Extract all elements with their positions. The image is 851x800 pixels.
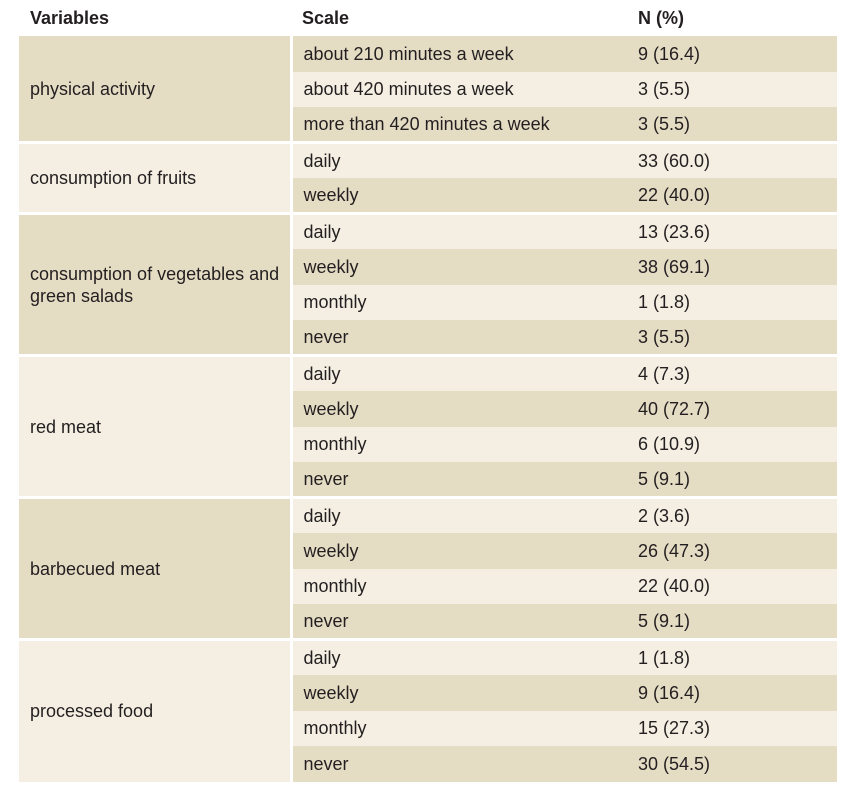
table-row: weekly 9 (16.4) [19, 675, 837, 711]
variable-cell: consumption of fruits [19, 141, 291, 214]
table-row: weekly 40 (72.7) [19, 391, 837, 427]
n-percent-cell: 15 (27.3) [627, 710, 837, 746]
table-row: never 30 (54.5) [19, 746, 837, 782]
scale-cell: about 210 minutes a week [289, 36, 627, 72]
variable-cell: processed food [19, 638, 291, 782]
table-row: about 420 minutes a week 3 (5.5) [19, 71, 837, 107]
scale-cell: weekly [289, 391, 627, 427]
scale-cell: daily [289, 638, 627, 675]
variable-cell: barbecued meat [19, 496, 291, 640]
scale-cell: daily [289, 496, 627, 533]
header-variables: Variables [19, 0, 291, 36]
scale-cell: monthly [289, 710, 627, 746]
table-row: weekly 22 (40.0) [19, 178, 837, 214]
n-percent-cell: 3 (5.5) [627, 71, 837, 107]
table-body: physical activity about 210 minutes a wee… [19, 36, 837, 782]
n-percent-cell: 1 (1.8) [627, 638, 837, 675]
n-percent-cell: 40 (72.7) [627, 391, 837, 427]
table-row: more than 420 minutes a week 3 (5.5) [19, 107, 837, 143]
table-row: monthly 15 (27.3) [19, 710, 837, 746]
n-percent-cell: 3 (5.5) [627, 320, 837, 356]
table-row: never 3 (5.5) [19, 320, 837, 356]
scale-cell: weekly [289, 533, 627, 569]
scale-cell: weekly [289, 178, 627, 214]
table-row: physical activity about 210 minutes a wee… [19, 36, 837, 143]
n-percent-cell: 13 (23.6) [627, 212, 837, 249]
n-percent-cell: 1 (1.8) [627, 284, 837, 320]
table-row: monthly 22 (40.0) [19, 568, 837, 604]
scale-cell: daily [289, 354, 627, 391]
n-percent-cell: 9 (16.4) [627, 675, 837, 711]
variable-cell: physical activity [19, 36, 291, 143]
n-percent-cell: 2 (3.6) [627, 496, 837, 533]
scale-cell: monthly [289, 568, 627, 604]
header-scale: Scale [291, 0, 627, 36]
table-row: consumption of vegetables and green sala… [19, 212, 837, 356]
table-row: monthly 1 (1.8) [19, 284, 837, 320]
table-row: processed food daily 1 (1.8) [19, 638, 837, 782]
scale-cell: about 420 minutes a week [289, 71, 627, 107]
table-row: monthly 6 (10.9) [19, 426, 837, 462]
data-table: Variables Scale N (%) physical activity a… [19, 0, 837, 782]
scale-cell: daily [289, 212, 627, 249]
n-percent-cell: 6 (10.9) [627, 426, 837, 462]
scale-cell: weekly [289, 249, 627, 285]
n-percent-cell: 38 (69.1) [627, 249, 837, 285]
header-n-percent: N (%) [627, 0, 837, 36]
scale-cell: never [289, 604, 627, 640]
n-percent-cell: 4 (7.3) [627, 354, 837, 391]
scale-cell: monthly [289, 426, 627, 462]
n-percent-cell: 30 (54.5) [627, 746, 837, 782]
table-row: never 5 (9.1) [19, 462, 837, 498]
scale-cell: monthly [289, 284, 627, 320]
table-row: consumption of fruits daily 33 (60.0) [19, 141, 837, 214]
scale-cell: more than 420 minutes a week [289, 107, 627, 143]
table-header: Variables Scale N (%) [19, 0, 837, 36]
n-percent-cell: 33 (60.0) [627, 141, 837, 178]
n-percent-cell: 9 (16.4) [627, 36, 837, 72]
scale-cell: weekly [289, 675, 627, 711]
n-percent-cell: 22 (40.0) [627, 178, 837, 214]
table-row: barbecued meat daily 2 (3.6) [19, 496, 837, 640]
scale-cell: never [289, 746, 627, 782]
variable-cell: consumption of vegetables and green sala… [19, 212, 291, 356]
n-percent-cell: 5 (9.1) [627, 462, 837, 498]
scale-cell: daily [289, 141, 627, 178]
n-percent-cell: 26 (47.3) [627, 533, 837, 569]
n-percent-cell: 5 (9.1) [627, 604, 837, 640]
table-row: never 5 (9.1) [19, 604, 837, 640]
variable-cell: red meat [19, 354, 291, 498]
scale-cell: never [289, 320, 627, 356]
header-row: Variables Scale N (%) [19, 0, 837, 36]
n-percent-cell: 3 (5.5) [627, 107, 837, 143]
table-row: weekly 26 (47.3) [19, 533, 837, 569]
table-row: weekly 38 (69.1) [19, 249, 837, 285]
table-row: red meat daily 4 (7.3) [19, 354, 837, 498]
n-percent-cell: 22 (40.0) [627, 568, 837, 604]
scale-cell: never [289, 462, 627, 498]
